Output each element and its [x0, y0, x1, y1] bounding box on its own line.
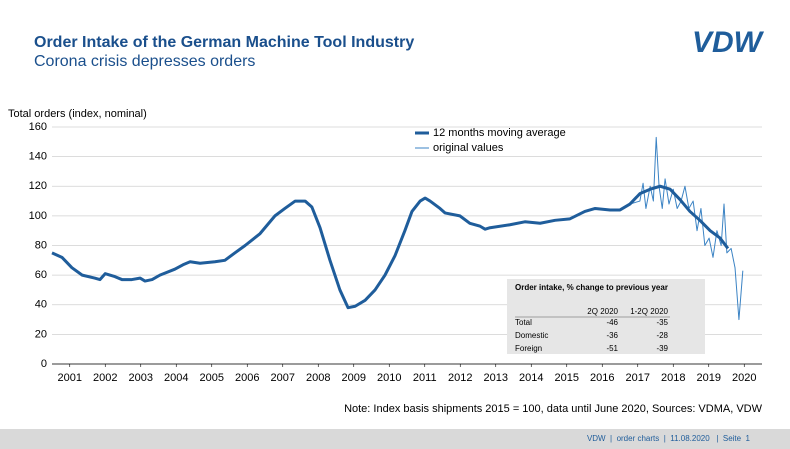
legend-label: original values	[433, 142, 504, 154]
x-tick-label: 2011	[413, 372, 437, 384]
x-tick-label: 2019	[697, 372, 721, 384]
y-axis-label: Total orders (index, nominal)	[8, 108, 147, 120]
series-line	[610, 136, 744, 321]
x-tick-label: 2015	[555, 372, 579, 384]
note: Note: Index basis shipments 2015 = 100, …	[344, 403, 763, 415]
x-tick-label: 2012	[448, 372, 472, 384]
table-body: Total -46 -35 Domestic -36 -28 Foreign -51 -39	[515, 318, 669, 353]
footer: VDW | order charts | 11.08.2020 | Seite …	[587, 434, 751, 443]
table-cell: Total	[515, 318, 532, 327]
y-tick-label: 140	[29, 151, 47, 163]
x-tick-label: 2007	[271, 372, 295, 384]
y-tick-label: 80	[35, 239, 47, 251]
x-tick-label: 2017	[626, 372, 650, 384]
footer-bar	[0, 429, 790, 449]
y-tick-label: 100	[29, 210, 47, 222]
x-tick-label: 2005	[200, 372, 224, 384]
x-tick-label: 2018	[661, 372, 685, 384]
x-tick-label: 2020	[732, 372, 756, 384]
table-cell: -28	[656, 331, 668, 340]
table-title: Order intake, % change to previous year	[515, 283, 668, 292]
plot: 0 20 40 60 80 100 120 140 160 2001 2002 2003 2004 200…	[29, 121, 762, 384]
table-cell: Domestic	[515, 331, 548, 340]
y-tick-label: 120	[29, 180, 47, 192]
x-tick-label: 2008	[306, 372, 330, 384]
y-tick-label: 60	[35, 269, 47, 281]
table-cell: -46	[606, 318, 618, 327]
subtitle: Corona crisis depresses orders	[34, 53, 255, 70]
table-header: 1-2Q 2020	[630, 307, 668, 316]
table-inset: Order intake, % change to previous year …	[507, 279, 705, 354]
table-cell: -35	[656, 318, 668, 327]
x-tick-label: 2013	[484, 372, 508, 384]
x-tick-label: 2006	[235, 372, 259, 384]
x-tick-label: 2004	[164, 372, 188, 384]
legend-label: 12 months moving average	[433, 127, 566, 139]
x-tick-label: 2016	[590, 372, 614, 384]
x-tick-label: 2003	[129, 372, 153, 384]
x-tick-label: 2014	[519, 372, 543, 384]
y-tick-label: 160	[29, 121, 47, 133]
y-tick-label: 40	[35, 299, 47, 311]
table-header: 2Q 2020	[587, 307, 618, 316]
x-tick-label: 2009	[342, 372, 366, 384]
table-cell: -39	[656, 344, 668, 353]
y-tick-label: 0	[41, 358, 47, 370]
logo: VDW	[692, 26, 765, 59]
table-cell: -51	[606, 344, 618, 353]
title: Order Intake of the German Machine Tool …	[34, 34, 414, 51]
x-tick-label: 2001	[58, 372, 82, 384]
x-tick-label: 2002	[93, 372, 117, 384]
series-line	[51, 184, 730, 310]
table-cell: Foreign	[515, 344, 542, 353]
table-bg	[507, 279, 705, 354]
x-tick-label: 2010	[377, 372, 401, 384]
y-tick-label: 20	[35, 328, 47, 340]
table-cell: -36	[606, 331, 618, 340]
